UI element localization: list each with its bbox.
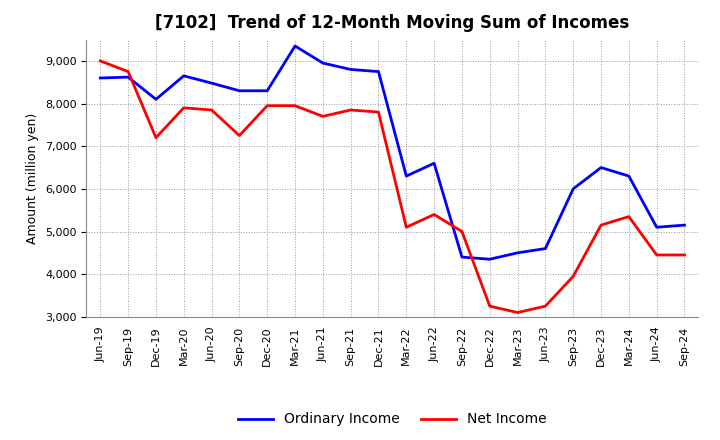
Net Income: [485, 304, 494, 309]
Ordinary Income: [458, 254, 467, 260]
Line: Net Income: Net Income: [100, 61, 685, 312]
Net Income: [597, 223, 606, 228]
Net Income: [318, 114, 327, 119]
Ordinary Income: [318, 60, 327, 66]
Ordinary Income: [124, 74, 132, 80]
Net Income: [624, 214, 633, 219]
Net Income: [458, 229, 467, 234]
Ordinary Income: [680, 223, 689, 228]
Y-axis label: Amount (million yen): Amount (million yen): [27, 113, 40, 244]
Net Income: [652, 252, 661, 257]
Net Income: [235, 133, 243, 138]
Net Income: [179, 105, 188, 110]
Net Income: [402, 224, 410, 230]
Net Income: [513, 310, 522, 315]
Ordinary Income: [513, 250, 522, 256]
Ordinary Income: [179, 73, 188, 78]
Ordinary Income: [652, 224, 661, 230]
Net Income: [124, 69, 132, 74]
Net Income: [96, 58, 104, 63]
Legend: Ordinary Income, Net Income: Ordinary Income, Net Income: [233, 407, 552, 432]
Line: Ordinary Income: Ordinary Income: [100, 46, 685, 259]
Net Income: [263, 103, 271, 108]
Ordinary Income: [291, 44, 300, 49]
Ordinary Income: [402, 173, 410, 179]
Ordinary Income: [624, 173, 633, 179]
Ordinary Income: [430, 161, 438, 166]
Net Income: [680, 252, 689, 257]
Ordinary Income: [235, 88, 243, 93]
Ordinary Income: [207, 81, 216, 86]
Title: [7102]  Trend of 12-Month Moving Sum of Incomes: [7102] Trend of 12-Month Moving Sum of I…: [156, 15, 629, 33]
Net Income: [541, 304, 550, 309]
Ordinary Income: [346, 67, 355, 72]
Ordinary Income: [263, 88, 271, 93]
Net Income: [346, 107, 355, 113]
Net Income: [207, 107, 216, 113]
Net Income: [291, 103, 300, 108]
Ordinary Income: [569, 186, 577, 191]
Net Income: [152, 135, 161, 140]
Net Income: [374, 110, 383, 115]
Ordinary Income: [597, 165, 606, 170]
Ordinary Income: [485, 257, 494, 262]
Net Income: [430, 212, 438, 217]
Ordinary Income: [374, 69, 383, 74]
Ordinary Income: [152, 97, 161, 102]
Ordinary Income: [541, 246, 550, 251]
Ordinary Income: [96, 75, 104, 81]
Net Income: [569, 274, 577, 279]
